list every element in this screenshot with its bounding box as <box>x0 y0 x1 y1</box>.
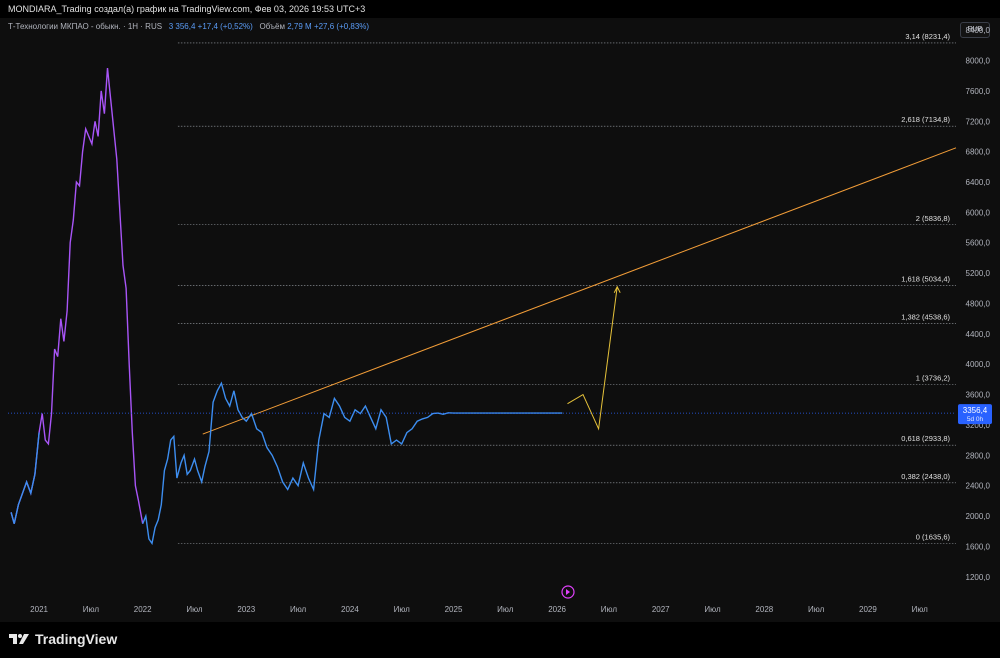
last-price-badge-bg <box>958 404 992 425</box>
fibonacci-extension[interactable]: 3,14 (8231,4) 2,618 (7134,8) 2 (5836,8) 1,6… <box>177 32 956 545</box>
y-tick-label: 4000,0 <box>966 360 991 369</box>
legend-price: 3 356,4 <box>168 22 196 31</box>
fib-level-label: 3,14 (8231,4) <box>905 32 950 41</box>
y-tick-label: 2000,0 <box>966 512 991 521</box>
trend-line[interactable] <box>202 147 957 435</box>
tradingview-logo[interactable]: TradingView <box>8 631 117 647</box>
currency-button[interactable]: RUB <box>960 22 990 38</box>
fib-level-label: 0 (1635,6) <box>916 533 951 542</box>
y-tick-label: 5600,0 <box>966 239 991 248</box>
tradingview-logo-icon <box>9 634 29 644</box>
time-axis[interactable]: 2021 Июл 2022 Июл 2023 Июл 2024 Июл 2025 Июл 2026 И… <box>30 605 928 614</box>
y-tick-label: 7200,0 <box>966 117 991 126</box>
footer-brand: TradingView <box>35 631 118 647</box>
y-tick-label: 2400,0 <box>966 482 991 491</box>
y-tick-label: 6000,0 <box>966 208 991 217</box>
chart-header-title: MONDIARA_Trading создал(а) график на Tra… <box>8 4 366 14</box>
price-line <box>142 381 563 546</box>
last-price-countdown: 5d 0h <box>967 416 984 423</box>
y-tick-label: 5200,0 <box>966 269 991 278</box>
y-tick-label: 8400,0 <box>966 26 991 35</box>
y-tick-label: 8000,0 <box>966 57 991 66</box>
x-tick-label: Июл <box>912 605 929 614</box>
fib-level-label: 2 (5836,8) <box>916 214 951 223</box>
x-tick-label: Июл <box>83 605 100 614</box>
price-line-early <box>10 432 40 524</box>
y-tick-label: 3600,0 <box>966 391 991 400</box>
fib-level-label: 0,382 (2438,0) <box>901 472 950 481</box>
x-tick-label: 2021 <box>30 605 48 614</box>
volume-value: 2,79 M <box>287 22 312 31</box>
price-line-purple <box>10 68 144 524</box>
x-tick-label: 2025 <box>445 605 463 614</box>
x-tick-label: 2026 <box>548 605 566 614</box>
last-price-value: 3356,4 <box>963 406 988 415</box>
y-tick-label: 1200,0 <box>966 573 991 582</box>
x-tick-label: 2023 <box>237 605 255 614</box>
x-tick-label: Июл <box>290 605 307 614</box>
footer: TradingView <box>0 622 1000 658</box>
y-tick-label: 4800,0 <box>966 299 991 308</box>
projection-arrow-head <box>613 285 621 294</box>
x-tick-label: Июл <box>808 605 825 614</box>
x-tick-label: 2027 <box>652 605 670 614</box>
x-tick-label: Июл <box>394 605 411 614</box>
x-tick-label: Июл <box>601 605 618 614</box>
price-axis[interactable]: 1200,0 1600,0 2000,0 2400,0 2800,0 3200,0 3600… <box>966 26 991 582</box>
x-tick-label: 2029 <box>859 605 877 614</box>
x-tick-label: Июл <box>497 605 514 614</box>
y-tick-label: 6400,0 <box>966 178 991 187</box>
fib-level-label: 0,618 (2933,8) <box>901 434 950 443</box>
fib-level-label: 2,618 (7134,8) <box>901 115 950 124</box>
last-price-badge: 3356,45d 0h <box>958 404 992 425</box>
fib-level-label: 1,382 (4538,6) <box>901 312 950 321</box>
volume-change: +27,6 (+0,83%) <box>313 22 370 31</box>
projection-path[interactable] <box>567 286 618 431</box>
y-tick-label: 6800,0 <box>966 148 991 157</box>
x-tick-label: Июл <box>704 605 721 614</box>
x-tick-label: 2022 <box>134 605 152 614</box>
replay-icon[interactable] <box>561 585 575 599</box>
x-tick-label: 2024 <box>341 605 359 614</box>
y-tick-label: 4400,0 <box>966 330 991 339</box>
y-tick-label: 2800,0 <box>966 451 991 460</box>
x-tick-label: Июл <box>186 605 203 614</box>
volume-label: Объём <box>259 22 286 31</box>
y-tick-label: 1600,0 <box>966 542 991 551</box>
x-tick-label: 2028 <box>755 605 773 614</box>
fib-level-label: 1 (3736,2) <box>916 373 951 382</box>
legend-change: +17,4 (+0,52%) <box>197 22 253 31</box>
y-tick-label: 7600,0 <box>966 87 991 96</box>
fib-level-label: 1,618 (5034,4) <box>901 275 950 284</box>
symbol-legend: Т-Технологии МКПАО - обыкн. · 1Н · RUS 3… <box>8 22 369 31</box>
symbol-name[interactable]: Т-Технологии МКПАО - обыкн. · 1Н · RUS <box>8 22 163 31</box>
y-tick-label: 3200,0 <box>966 421 991 430</box>
chart-header: MONDIARA_Trading создал(а) график на Tra… <box>0 0 1000 18</box>
price-chart[interactable]: 3,14 (8231,4) 2,618 (7134,8) 2 (5836,8) 1,6… <box>0 18 1000 622</box>
